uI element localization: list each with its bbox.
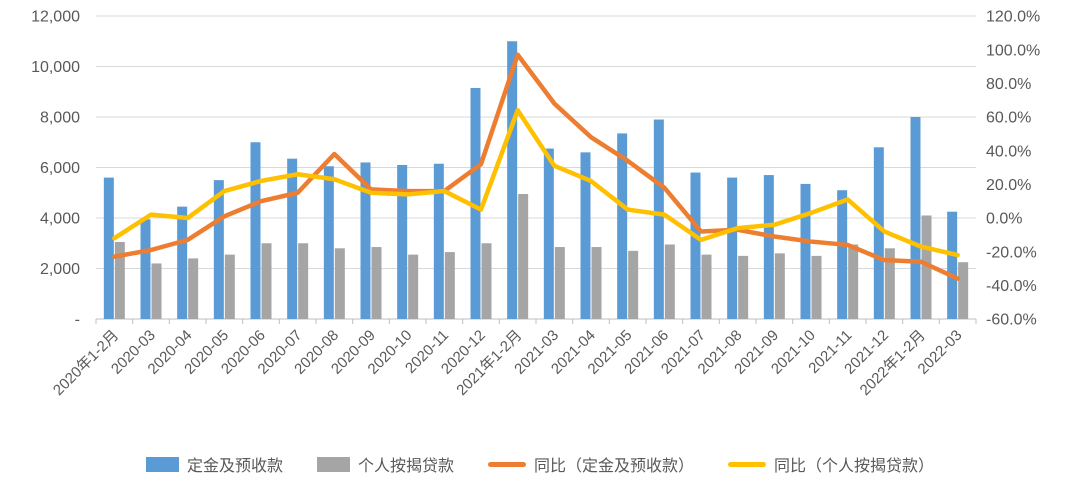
legend-swatch-deposits-bar — [145, 456, 179, 472]
left-axis-tick-label: 8,000 — [40, 110, 80, 127]
legend-label-yoy-deposits: 同比（定金及预收款） — [534, 458, 695, 475]
bar-mortgage — [628, 250, 639, 319]
bar-deposits — [690, 172, 701, 319]
line-yoy-mortgage — [112, 108, 960, 258]
bar-mortgage — [811, 255, 822, 319]
bar-mortgage — [774, 253, 785, 319]
bar-mortgage — [224, 254, 235, 319]
legend-swatch-yoy-mortgage-line — [728, 461, 767, 467]
bar-deposits — [287, 158, 298, 319]
legend-label-yoy-mortgage: 同比（个人按揭贷款） — [774, 458, 935, 475]
left-axis-tick-label: 10,000 — [31, 59, 80, 76]
bar-deposits — [543, 148, 554, 319]
bar-deposits — [507, 41, 518, 319]
bar-mortgage — [848, 244, 859, 319]
right-axis-tick-label: -60.0% — [986, 312, 1037, 329]
bar-mortgage — [884, 248, 895, 319]
legend-item-yoy-deposits: 同比（定金及预收款） — [488, 452, 694, 476]
line-yoy-deposits — [112, 52, 960, 281]
legend-swatch-mortgage-bar — [316, 456, 350, 472]
legend-item-mortgage: 个人按揭贷款 — [316, 452, 454, 476]
right-axis-tick-label: 0.0% — [986, 211, 1022, 228]
bar-deposits — [360, 162, 371, 319]
bar-deposits — [580, 152, 591, 319]
legend-label-deposits: 定金及预收款 — [186, 458, 283, 475]
legend-swatch-yoy-deposits-line — [488, 461, 526, 467]
bar-mortgage — [188, 258, 199, 319]
bar-mortgage — [444, 252, 455, 319]
bar-mortgage — [591, 247, 602, 319]
bar-mortgage — [664, 244, 675, 319]
bar-mortgage — [738, 255, 749, 319]
bar-deposits — [617, 133, 628, 319]
right-axis-tick-label: 80.0% — [986, 76, 1031, 93]
bar-deposits — [947, 211, 958, 319]
bar-deposits — [213, 180, 224, 319]
bar-mortgage — [334, 248, 345, 319]
legend-item-yoy-mortgage: 同比（个人按揭贷款） — [728, 452, 934, 476]
left-axis-tick-label: 2,000 — [40, 261, 80, 278]
bar-deposits — [837, 190, 848, 319]
bar-deposits — [177, 206, 188, 319]
bar-mortgage — [114, 241, 125, 319]
bar-deposits — [250, 142, 261, 319]
right-axis-tick-label: 120.0% — [986, 9, 1040, 26]
chart-legend: 定金及预收款 个人按揭贷款 同比（定金及预收款） 同比（个人按揭贷款） — [0, 452, 1080, 476]
bar-deposits — [910, 117, 921, 319]
bar-deposits — [103, 177, 114, 319]
bar-deposits — [727, 177, 738, 319]
bar-deposits — [470, 87, 481, 320]
bar-deposits — [763, 175, 774, 319]
bar-mortgage — [518, 194, 529, 319]
combo-chart-canvas: 12,000 10,000 8,000 6,000 4,000 2,000 - 120.0% 1… — [31, 9, 1040, 399]
bar-mortgage — [701, 254, 712, 319]
bar-mortgage — [298, 243, 309, 319]
bar-mortgage — [371, 247, 382, 319]
right-axis-tick-label: 40.0% — [986, 143, 1031, 160]
bar-mortgage — [261, 243, 272, 319]
bar-deposits — [433, 163, 444, 319]
legend-label-mortgage: 个人按揭贷款 — [357, 458, 454, 475]
left-axis-tick-label: 4,000 — [40, 211, 80, 228]
right-axis-tick-label: 60.0% — [986, 110, 1031, 127]
bar-mortgage — [151, 263, 162, 319]
bar-mortgage — [408, 254, 419, 319]
right-axis-tick-label: 20.0% — [986, 177, 1031, 194]
left-axis-tick-label: - — [75, 312, 80, 329]
bar-mortgage — [958, 262, 969, 319]
bar-deposits — [873, 147, 884, 319]
bar-mortgage — [921, 215, 932, 319]
right-axis-tick-label: -20.0% — [986, 244, 1037, 261]
left-axis-tick-label: 12,000 — [31, 9, 80, 26]
bar-deposits — [323, 166, 334, 319]
bar-deposits — [397, 164, 408, 319]
bar-mortgage — [481, 243, 492, 319]
right-axis-tick-label: 100.0% — [986, 42, 1040, 59]
right-axis-tick-label: -40.0% — [986, 278, 1037, 295]
bar-deposits — [653, 119, 664, 320]
bar-deposits — [800, 183, 811, 319]
bar-deposits — [140, 219, 151, 319]
left-axis-tick-label: 6,000 — [40, 160, 80, 177]
bar-mortgage — [554, 247, 565, 319]
legend-item-deposits: 定金及预收款 — [145, 452, 283, 476]
